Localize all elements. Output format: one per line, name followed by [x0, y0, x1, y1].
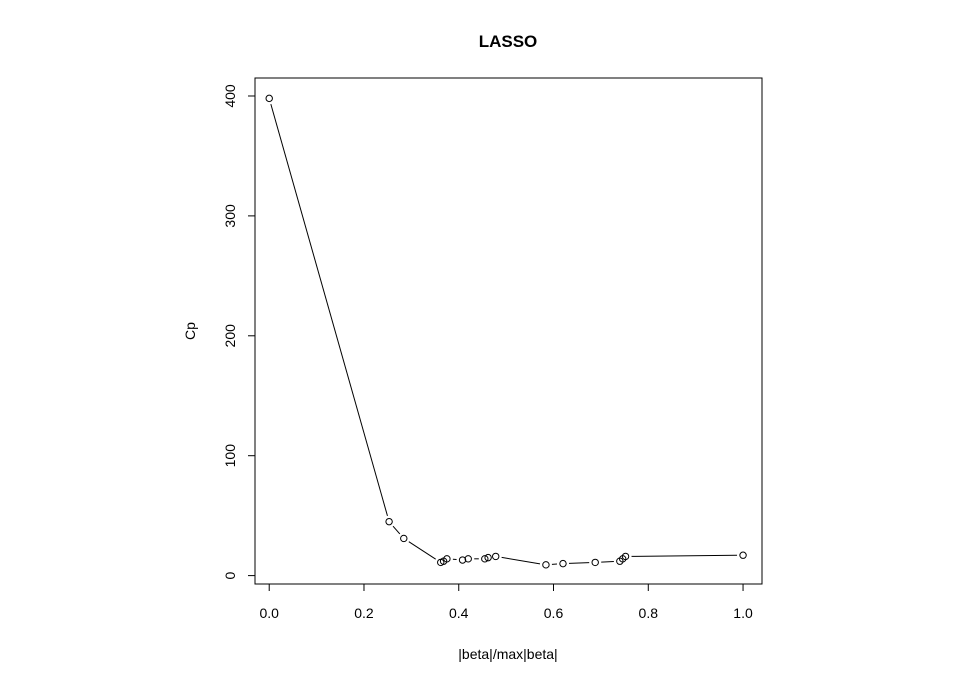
x-tick-label: 0.6 [544, 605, 564, 621]
series-segment [270, 104, 388, 517]
data-point [542, 561, 550, 569]
x-tick-label: 1.0 [733, 605, 753, 621]
data-point [481, 555, 489, 563]
chart-title: LASSO [479, 32, 538, 51]
data-point [492, 552, 500, 561]
data-point [621, 552, 630, 561]
x-axis-label: |beta|/max|beta| [458, 646, 557, 662]
cp-series-line [270, 104, 738, 565]
series-segment [601, 561, 614, 563]
y-axis-label: Cp [182, 322, 198, 340]
data-point [400, 534, 408, 543]
series-segment [408, 541, 436, 560]
y-tick-label: 400 [222, 84, 238, 108]
series-segment [631, 554, 738, 557]
data-point [458, 556, 467, 564]
y-tick-label: 100 [222, 444, 238, 468]
data-point [464, 555, 472, 563]
y-tick-label: 300 [222, 204, 238, 228]
data-point [484, 553, 492, 562]
x-axis: 0.0 0.2 0.4 0.6 0.8 1.0 [259, 583, 753, 621]
data-point [739, 551, 747, 559]
series-segment [392, 525, 401, 535]
x-tick-label: 0.2 [354, 605, 374, 621]
x-tick-label: 0.4 [449, 605, 469, 621]
plot-frame [254, 77, 763, 585]
data-point [385, 517, 393, 526]
series-segment [568, 562, 590, 564]
y-tick-label: 0 [222, 572, 238, 580]
data-point [443, 555, 451, 563]
y-axis: 0 100 200 300 400 [222, 84, 256, 580]
data-point [559, 559, 567, 568]
x-tick-label: 0.0 [259, 605, 279, 621]
y-tick-label: 200 [222, 324, 238, 348]
cp-series-points [265, 94, 747, 569]
data-point [591, 558, 599, 567]
x-tick-label: 0.8 [639, 605, 659, 621]
series-segment [501, 556, 541, 565]
data-point [265, 94, 273, 103]
